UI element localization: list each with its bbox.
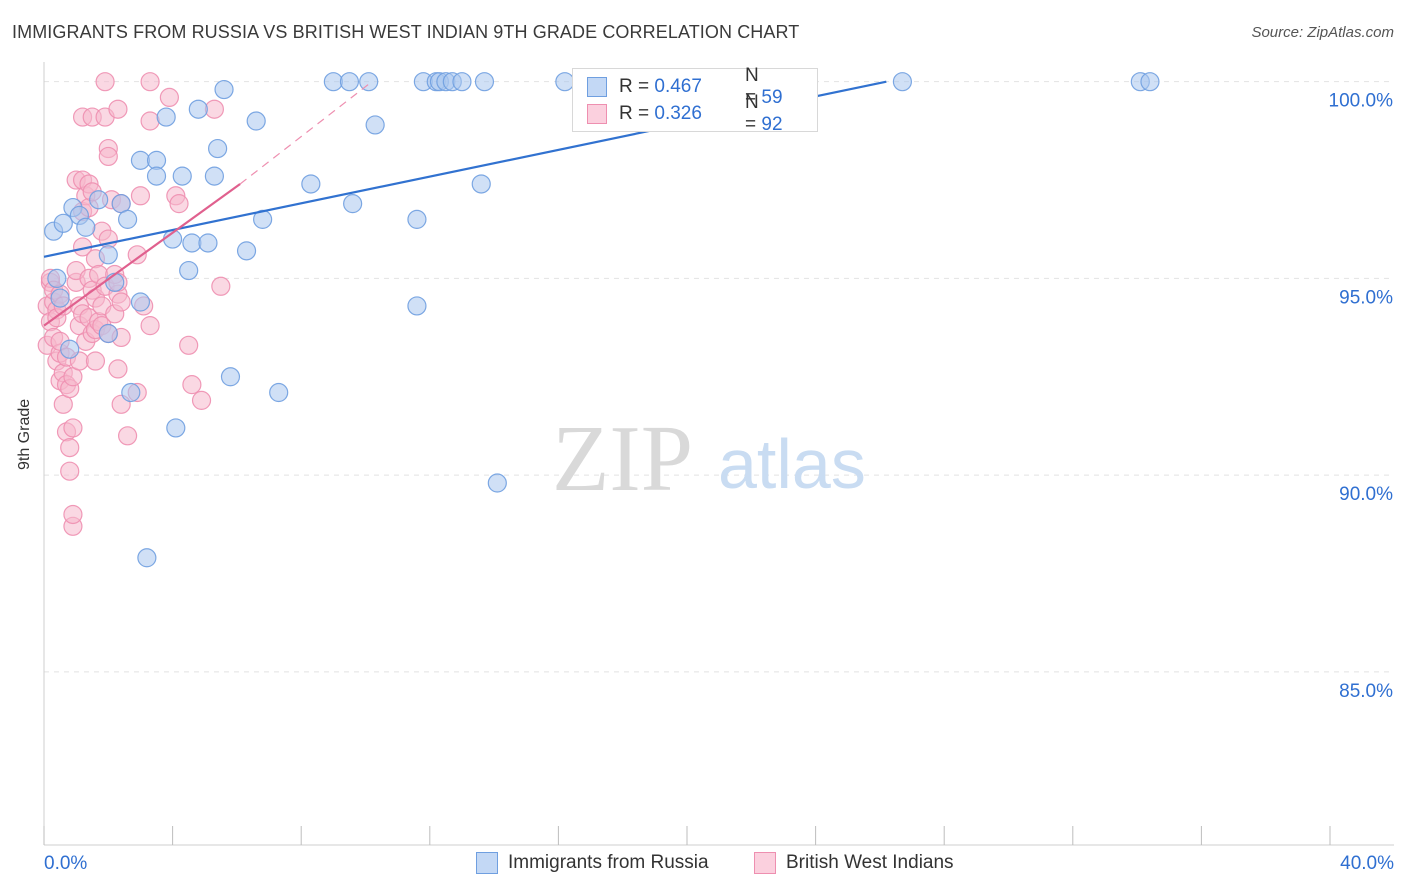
russia-point: [60, 339, 80, 359]
y-tick-label: 90.0%: [1339, 484, 1393, 505]
russia-point: [365, 115, 385, 135]
russia-point: [166, 418, 186, 438]
russia-point: [50, 288, 70, 308]
legend-swatch-russia: [476, 852, 498, 874]
russia-point: [53, 213, 73, 233]
bwi-point: [140, 316, 160, 336]
chart-title: IMMIGRANTS FROM RUSSIA VS BRITISH WEST I…: [12, 22, 800, 42]
russia-point: [236, 241, 257, 261]
y-tick-label: 85.0%: [1339, 681, 1393, 702]
russia-point: [301, 174, 321, 194]
russia-point: [339, 72, 360, 92]
russia-point: [204, 166, 224, 186]
bwi-point: [140, 72, 160, 92]
russia-point: [471, 174, 491, 194]
russia-point: [1140, 72, 1160, 92]
stats-legend-row-bwi: R = 0.326 N = 92: [587, 92, 783, 135]
n-label: N =: [745, 65, 759, 108]
r-value: 0.326: [654, 103, 702, 124]
russia-point: [146, 166, 167, 186]
russia-point: [98, 245, 118, 265]
russia-point: [452, 72, 472, 92]
y-tick-label: 100.0%: [1329, 91, 1394, 112]
n-value: 59: [761, 87, 783, 108]
russia-point: [121, 382, 141, 403]
russia-point: [130, 292, 151, 312]
bwi-trend-extension: [239, 81, 373, 185]
russia-point: [323, 72, 343, 92]
russia-point: [172, 166, 192, 186]
n-label: N =: [745, 92, 759, 135]
bwi-point: [159, 87, 179, 108]
russia-point: [269, 382, 289, 403]
bwi-point: [182, 375, 202, 395]
bwi-swatch: [587, 104, 607, 124]
russia-point: [98, 323, 118, 344]
russia-point: [137, 548, 157, 568]
bwi-point: [130, 186, 151, 206]
russia-swatch: [587, 77, 607, 97]
r-label: R =: [619, 103, 650, 124]
bwi-point: [211, 276, 231, 296]
russia-point: [359, 72, 379, 92]
russia-point: [487, 473, 507, 493]
russia-point: [892, 72, 913, 92]
russia-point: [188, 99, 208, 119]
x-tick-min: 0.0%: [44, 853, 88, 874]
russia-point: [214, 79, 234, 100]
y-tick-label: 95.0%: [1339, 287, 1393, 308]
russia-point: [89, 190, 109, 210]
legend-swatch-bwi: [754, 852, 776, 874]
stats-legend-row-russia: R = 0.467 N = 59: [587, 65, 783, 108]
source-label: Source: ZipAtlas.com: [1251, 24, 1394, 41]
bwi-point: [108, 99, 128, 119]
russia-point: [220, 367, 241, 387]
x-tick-max: 40.0%: [1340, 853, 1394, 874]
bwi-trend-line: [43, 183, 241, 327]
bwi-point: [204, 99, 224, 119]
r-label: R =: [619, 76, 650, 97]
russia-point: [343, 194, 363, 214]
bwi-point: [85, 351, 106, 371]
bwi-point: [127, 245, 147, 265]
russia-point: [179, 260, 199, 281]
bwi-point: [117, 426, 138, 446]
russia-point: [198, 233, 218, 253]
bwi-point: [60, 437, 80, 458]
bwi-point: [111, 292, 131, 312]
russia-point: [105, 272, 125, 292]
russia-point: [407, 209, 427, 229]
russia-point: [182, 233, 202, 253]
russia-point: [474, 72, 495, 92]
russia-point: [156, 107, 176, 127]
watermark-zip: ZIP: [552, 407, 693, 511]
bwi-point: [140, 111, 160, 131]
bwi-point: [60, 461, 80, 481]
russia-point: [130, 150, 151, 170]
n-value: 92: [761, 114, 783, 135]
russia-point: [407, 296, 427, 316]
bwi-point: [179, 335, 199, 355]
russia-point: [208, 138, 228, 159]
bwi-point: [95, 72, 115, 92]
r-value: 0.467: [654, 76, 702, 97]
bwi-point: [98, 146, 118, 167]
bwi-point: [63, 504, 83, 525]
russia-point: [76, 217, 96, 237]
russia-point: [117, 209, 138, 229]
legend-item-bwi[interactable]: British West Indians: [754, 852, 954, 874]
bwi-point: [169, 194, 189, 214]
russia-point: [246, 111, 266, 131]
watermark-atlas: atlas: [718, 425, 866, 503]
legend-label-russia: Immigrants from Russia: [508, 852, 709, 873]
legend-label-bwi: British West Indians: [786, 852, 954, 873]
bwi-point: [63, 418, 83, 438]
stats-legend: R = 0.467 N = 59 R = 0.326 N = 92: [572, 65, 818, 135]
russia-point: [47, 268, 67, 289]
bwi-point: [108, 359, 128, 379]
legend-item-russia[interactable]: Immigrants from Russia: [476, 852, 709, 874]
bwi-point: [191, 390, 212, 410]
